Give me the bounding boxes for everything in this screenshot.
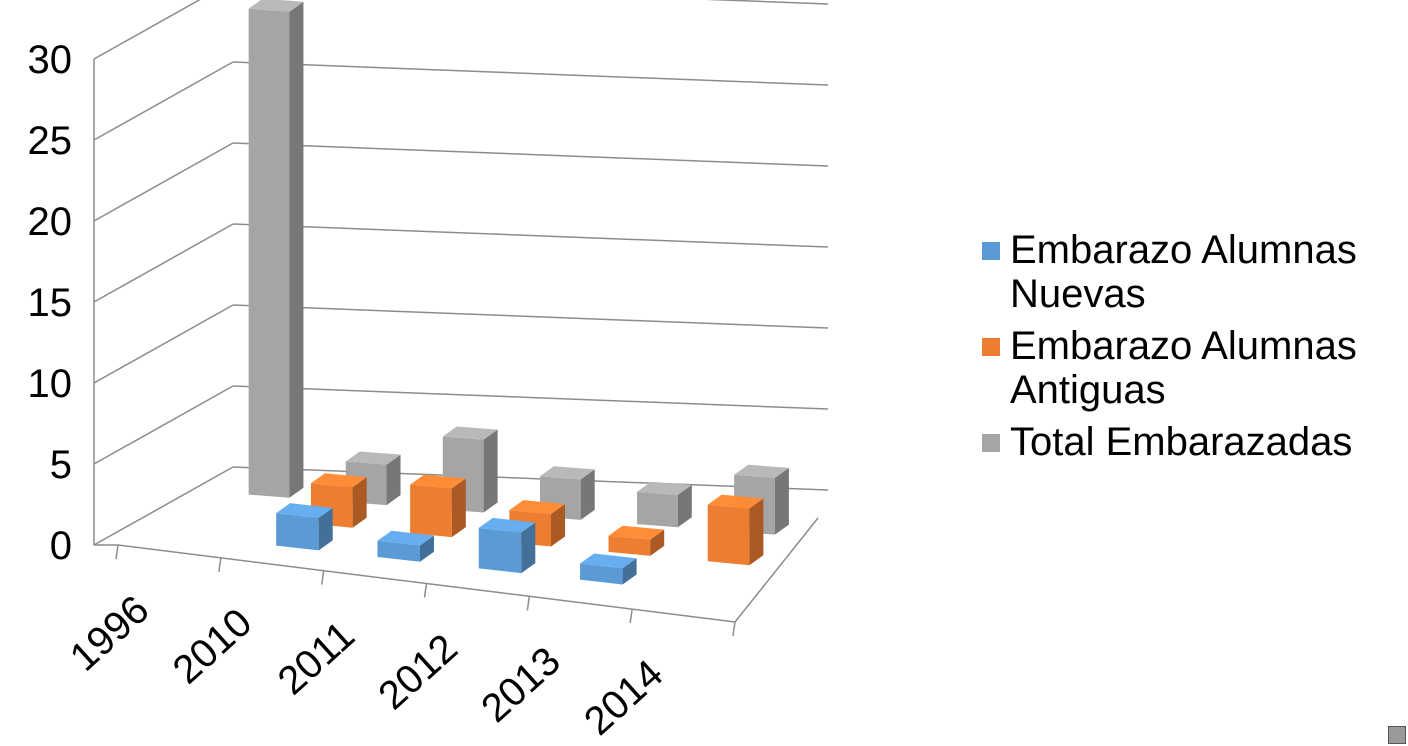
y-tick-label: 15 bbox=[28, 281, 73, 325]
x-tick bbox=[423, 583, 428, 598]
bar-nuevas bbox=[377, 530, 435, 562]
bar-side-face bbox=[483, 429, 498, 513]
bar-top-face bbox=[478, 517, 536, 533]
bar-front-face bbox=[478, 527, 522, 574]
x-tick bbox=[732, 621, 736, 637]
y-tick-label: 25 bbox=[28, 119, 73, 163]
bar-side-face bbox=[451, 478, 466, 538]
bar-top-face bbox=[410, 474, 466, 489]
legend-label-antiguas: Embarazo Alumnas Antiguas bbox=[1010, 324, 1357, 412]
bar-top-face bbox=[707, 494, 764, 509]
bar-front-face bbox=[410, 484, 452, 538]
bar-side-face bbox=[318, 507, 333, 551]
bar-front-face bbox=[637, 491, 678, 528]
bar-antiguas bbox=[410, 474, 466, 538]
x-tick bbox=[115, 544, 119, 560]
bar-side-face bbox=[420, 535, 435, 562]
legend-swatch-antiguas bbox=[982, 338, 1000, 356]
bar-top-face bbox=[580, 553, 637, 569]
bar-side-face bbox=[650, 529, 665, 556]
bar-front-face bbox=[276, 513, 319, 551]
x-tick-label: 2012 bbox=[370, 626, 466, 718]
legend-label-nuevas: Embarazo Alumnas Nuevas bbox=[1010, 228, 1357, 316]
side-gridline bbox=[93, 223, 234, 303]
bar-total bbox=[442, 426, 498, 513]
back-gridline bbox=[232, 61, 829, 86]
bar-side-face bbox=[551, 504, 566, 547]
bar-total bbox=[637, 481, 692, 528]
app-icon[interactable] bbox=[1388, 726, 1406, 744]
side-gridline bbox=[93, 385, 234, 465]
bar-antiguas bbox=[707, 494, 764, 566]
bar-front-face bbox=[248, 8, 290, 498]
x-tick bbox=[320, 570, 325, 585]
back-gridline bbox=[232, 385, 829, 410]
y-tick-label: 10 bbox=[28, 362, 73, 406]
x-tick-label: 2013 bbox=[473, 639, 569, 731]
bar-front-face bbox=[377, 540, 421, 562]
legend-label-total: Total Embarazadas bbox=[1010, 420, 1353, 464]
side-gridline bbox=[93, 466, 234, 546]
x-tick-label: 2010 bbox=[165, 600, 261, 692]
chart-legend: Embarazo Alumnas Nuevas Embarazo Alumnas… bbox=[982, 228, 1402, 472]
legend-swatch-nuevas bbox=[982, 242, 1000, 260]
bar-top-face bbox=[248, 0, 304, 12]
x-tick bbox=[218, 557, 222, 572]
back-gridline bbox=[232, 466, 829, 491]
bar-nuevas bbox=[580, 553, 637, 585]
bar-top-face bbox=[442, 426, 498, 440]
bar-top-face bbox=[377, 530, 435, 546]
bar-side-face bbox=[521, 522, 536, 574]
back-gridline bbox=[232, 304, 829, 329]
bar-side-face bbox=[677, 484, 692, 528]
y-tick-label: 30 bbox=[28, 38, 73, 82]
bar-front-face bbox=[707, 504, 750, 566]
side-gridline bbox=[93, 304, 234, 384]
legend-item-total: Total Embarazadas bbox=[982, 420, 1402, 464]
side-gridline bbox=[93, 61, 234, 141]
back-gridline bbox=[705, 0, 829, 5]
bar-top-face bbox=[310, 473, 367, 488]
bar-top-face bbox=[539, 466, 595, 480]
bar-nuevas bbox=[478, 517, 536, 574]
x-tick bbox=[629, 609, 633, 624]
x-tick bbox=[526, 596, 531, 611]
y-tick-label: 5 bbox=[50, 443, 72, 487]
back-gridline bbox=[232, 142, 829, 167]
x-tick-label: 1996 bbox=[62, 587, 158, 679]
bar-antiguas bbox=[608, 525, 665, 556]
bar-side-face bbox=[386, 454, 401, 506]
chart-axes bbox=[93, 0, 829, 637]
legend-item-nuevas: Embarazo Alumnas Nuevas bbox=[982, 228, 1402, 316]
bar-side-face bbox=[352, 477, 367, 528]
legend-swatch-total bbox=[982, 434, 1000, 452]
side-gridline bbox=[93, 142, 234, 222]
legend-item-antiguas: Embarazo Alumnas Antiguas bbox=[982, 324, 1402, 412]
bar-total bbox=[248, 0, 304, 498]
bar-side-face bbox=[622, 558, 637, 585]
bar-side-face bbox=[580, 469, 595, 520]
chart-bars bbox=[248, 0, 789, 585]
bar-top-face bbox=[509, 500, 566, 515]
bar-side-face bbox=[749, 498, 764, 566]
y-tick-label: 0 bbox=[50, 524, 72, 568]
bar-top-face bbox=[608, 525, 665, 540]
x-tick-label: 2014 bbox=[576, 652, 672, 744]
y-tick-label: 20 bbox=[28, 200, 73, 244]
bar-top-face bbox=[276, 503, 333, 518]
bar-side-face bbox=[774, 467, 789, 535]
bar-front-face bbox=[580, 563, 623, 585]
bar-nuevas bbox=[276, 503, 333, 551]
x-tick-label: 2011 bbox=[270, 613, 363, 703]
back-gridline bbox=[232, 223, 829, 248]
bar-top-face bbox=[345, 451, 401, 465]
floor-right-edge bbox=[734, 517, 819, 623]
side-gridline bbox=[93, 0, 201, 60]
bar-top-face bbox=[734, 464, 789, 478]
bar-side-face bbox=[289, 1, 304, 498]
bar-front-face bbox=[608, 535, 651, 556]
bar-antiguas bbox=[310, 473, 367, 528]
bar-top-face bbox=[637, 481, 692, 495]
